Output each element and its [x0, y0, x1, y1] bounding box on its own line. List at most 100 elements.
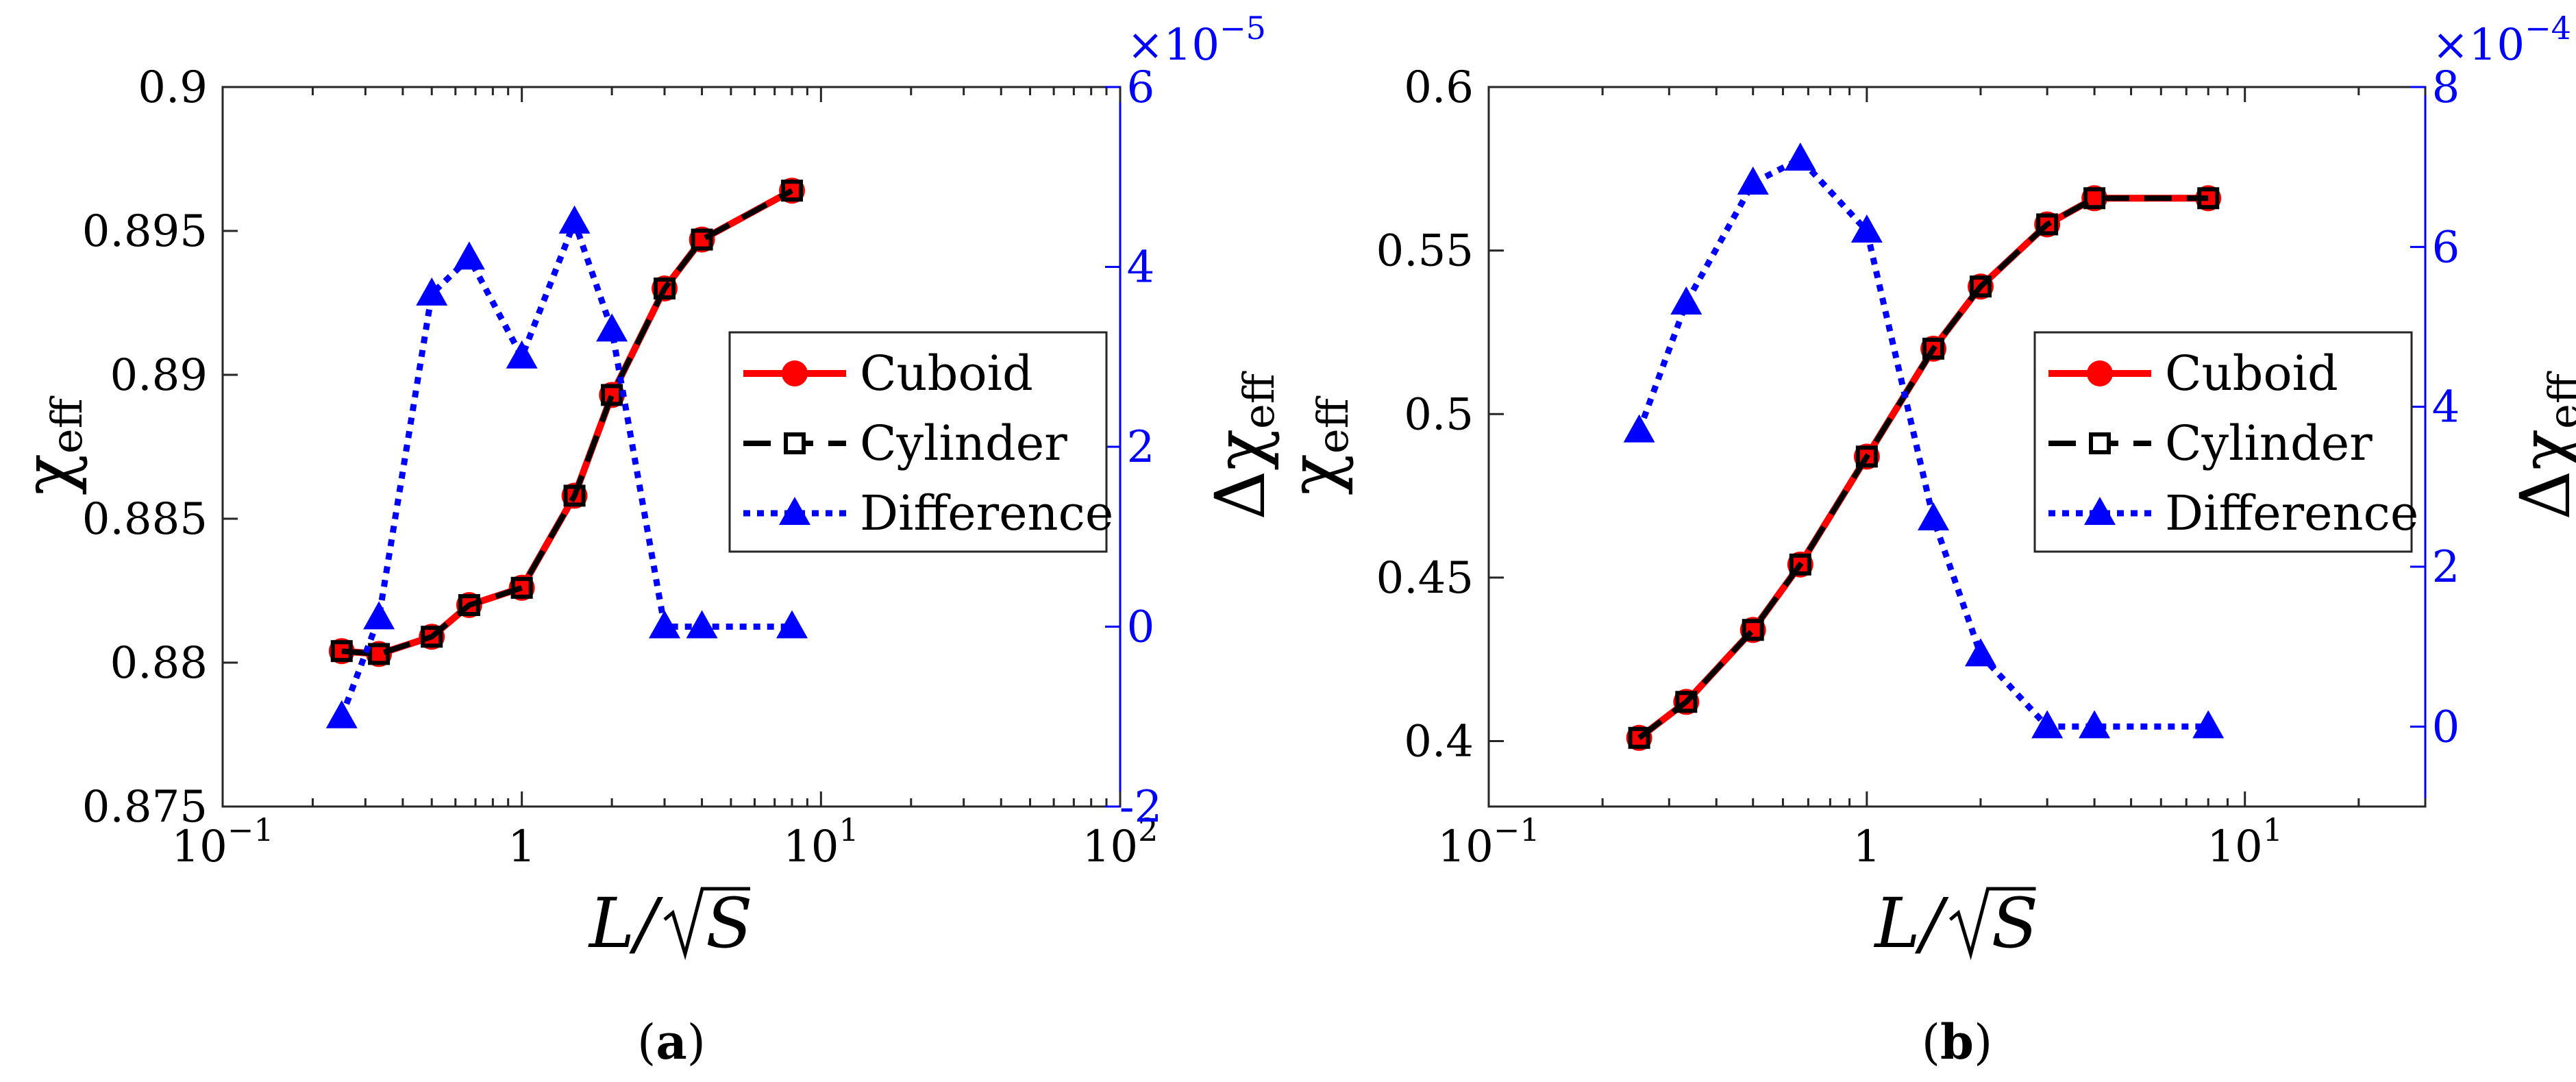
multiplier-exponent: −4 [2525, 10, 2571, 47]
cylinder-point [1675, 691, 1698, 713]
x-tick-base: 10 [1437, 822, 1493, 872]
difference-point [776, 610, 808, 639]
difference-point [1850, 214, 1883, 243]
difference-point [649, 610, 681, 639]
y-left-label-sub: eff [42, 395, 92, 454]
sqrt-symbol [663, 887, 750, 961]
difference-point [325, 700, 358, 728]
y-left-axis-label: χeff [8, 395, 92, 495]
x-tick-base: 1 [1853, 822, 1881, 872]
x-tick-label: 1 [508, 822, 536, 872]
y-right-tick-label: 2 [2432, 542, 2460, 593]
x-tick-label: 10−1 [1437, 811, 1539, 872]
cylinder-point [563, 484, 586, 507]
panel-label-close: ) [1974, 1014, 1992, 1070]
x-tick-base: 10 [783, 822, 839, 872]
x-axis-label-sqrt-arg: S [706, 883, 753, 963]
cylinder-point [1628, 726, 1650, 749]
panel-label-close: ) [687, 1014, 706, 1070]
panel-label-letter: a [656, 1013, 686, 1070]
difference-point [1964, 638, 1996, 667]
y-left-tick-label: 0.89 [110, 350, 208, 401]
difference-point [416, 277, 448, 306]
x-axis-label-sqrt-arg: S [1992, 883, 2039, 963]
cylinder-point [510, 576, 533, 599]
cuboid-point [2195, 185, 2222, 212]
x-tick-base: 10 [1082, 822, 1138, 872]
y-left-tick-label: 0.885 [82, 494, 208, 545]
y-right-tick-label: -2 [1119, 782, 1162, 833]
difference-point [1737, 167, 1769, 195]
x-tick-exponent: −1 [1494, 811, 1540, 848]
cuboid-point [328, 638, 355, 665]
cuboid-point [366, 641, 393, 667]
panel-label: (a) [637, 1013, 706, 1070]
cylinder-point [421, 626, 443, 648]
difference-point [1918, 502, 1950, 530]
y-right-label-sub: eff [2539, 371, 2576, 429]
right-axis-multiplier: ×10−4 [2432, 10, 2571, 71]
y-right-label-sub: eff [1234, 371, 1284, 429]
sqrt-symbol [1948, 887, 2036, 961]
y-right-tick-label: 6 [1127, 62, 1155, 113]
x-axis-label: L/ [1873, 883, 1948, 963]
difference-point [1623, 414, 1655, 443]
x-tick-exponent: 2 [1138, 811, 1158, 848]
x-axis-label: L/ [588, 883, 663, 963]
x-tick-label: 10−1 [171, 811, 273, 872]
x-tick-exponent: −1 [227, 811, 274, 848]
cylinder-point [781, 180, 804, 202]
y-left-tick-label: 0.4 [1404, 717, 1474, 767]
x-tick-exponent: 1 [839, 811, 858, 848]
x-tick-base: 1 [508, 822, 536, 872]
y-left-axis-label: χeff [1274, 395, 1358, 495]
legend-label-cylinder: Cylinder [2165, 415, 2373, 471]
cylinder-point [368, 643, 391, 665]
panel-a: 10−1 1 101 1020.8750.880.8850.890.8950.9-20… [8, 10, 1284, 1070]
difference-point [363, 601, 395, 630]
legend-cylinder-marker [784, 432, 806, 454]
y-right-tick-label: 6 [2432, 222, 2460, 273]
difference-point [1670, 286, 1702, 315]
panel-label-open: ( [1922, 1014, 1940, 1070]
legend-label-difference: Difference [860, 485, 1113, 541]
difference-point [558, 205, 591, 234]
y-right-tick-label: 0 [2432, 702, 2460, 752]
panel-b: 10−1 1 1010.40.450.50.550.602468×10−4L/Sχe… [1274, 10, 2576, 1070]
x-tick-label: 101 [783, 811, 859, 872]
legend-label-cylinder: Cylinder [860, 415, 1067, 471]
y-right-tick-label: 2 [1127, 422, 1155, 473]
cylinder-point [1969, 275, 1992, 298]
legend-cylinder-marker [2089, 432, 2111, 454]
difference-point [1784, 143, 1816, 171]
cylinder-point [691, 228, 713, 251]
y-right-label-main: χ [1200, 429, 1280, 471]
x-tick-label: 1 [1853, 822, 1881, 872]
y-right-axis-label: Δχeff [2505, 371, 2576, 520]
y-left-tick-label: 0.88 [110, 638, 208, 689]
cylinder-point [458, 594, 480, 616]
y-right-label-main: χ [2505, 429, 2576, 471]
y-right-axis-label: Δχeff [1200, 371, 1284, 520]
panel-label-letter: b [1940, 1013, 1974, 1070]
cylinder-point [1922, 337, 1945, 360]
x-tick-label: 102 [1082, 811, 1159, 872]
y-right-label-prefix: Δ [1200, 471, 1280, 520]
y-left-tick-label: 0.6 [1404, 62, 1474, 113]
y-left-label-main: χ [8, 454, 88, 495]
cuboid-point [599, 382, 626, 408]
difference-point [2192, 710, 2225, 739]
y-right-tick-label: 4 [1127, 243, 1155, 293]
y-left-tick-label: 0.875 [82, 782, 208, 833]
legend-difference-marker [2084, 497, 2116, 525]
difference-point [2031, 710, 2064, 739]
legend-label-difference: Difference [2165, 485, 2418, 541]
x-tick-label: 101 [2207, 811, 2283, 872]
panel-label: (b) [1922, 1013, 1993, 1070]
multiplier-base: ×10 [2432, 20, 2525, 71]
y-right-tick-label: 0 [1127, 602, 1155, 653]
cylinder-point [2036, 213, 2059, 236]
legend-label-cuboid: Cuboid [2165, 345, 2338, 402]
difference-point [453, 241, 485, 270]
